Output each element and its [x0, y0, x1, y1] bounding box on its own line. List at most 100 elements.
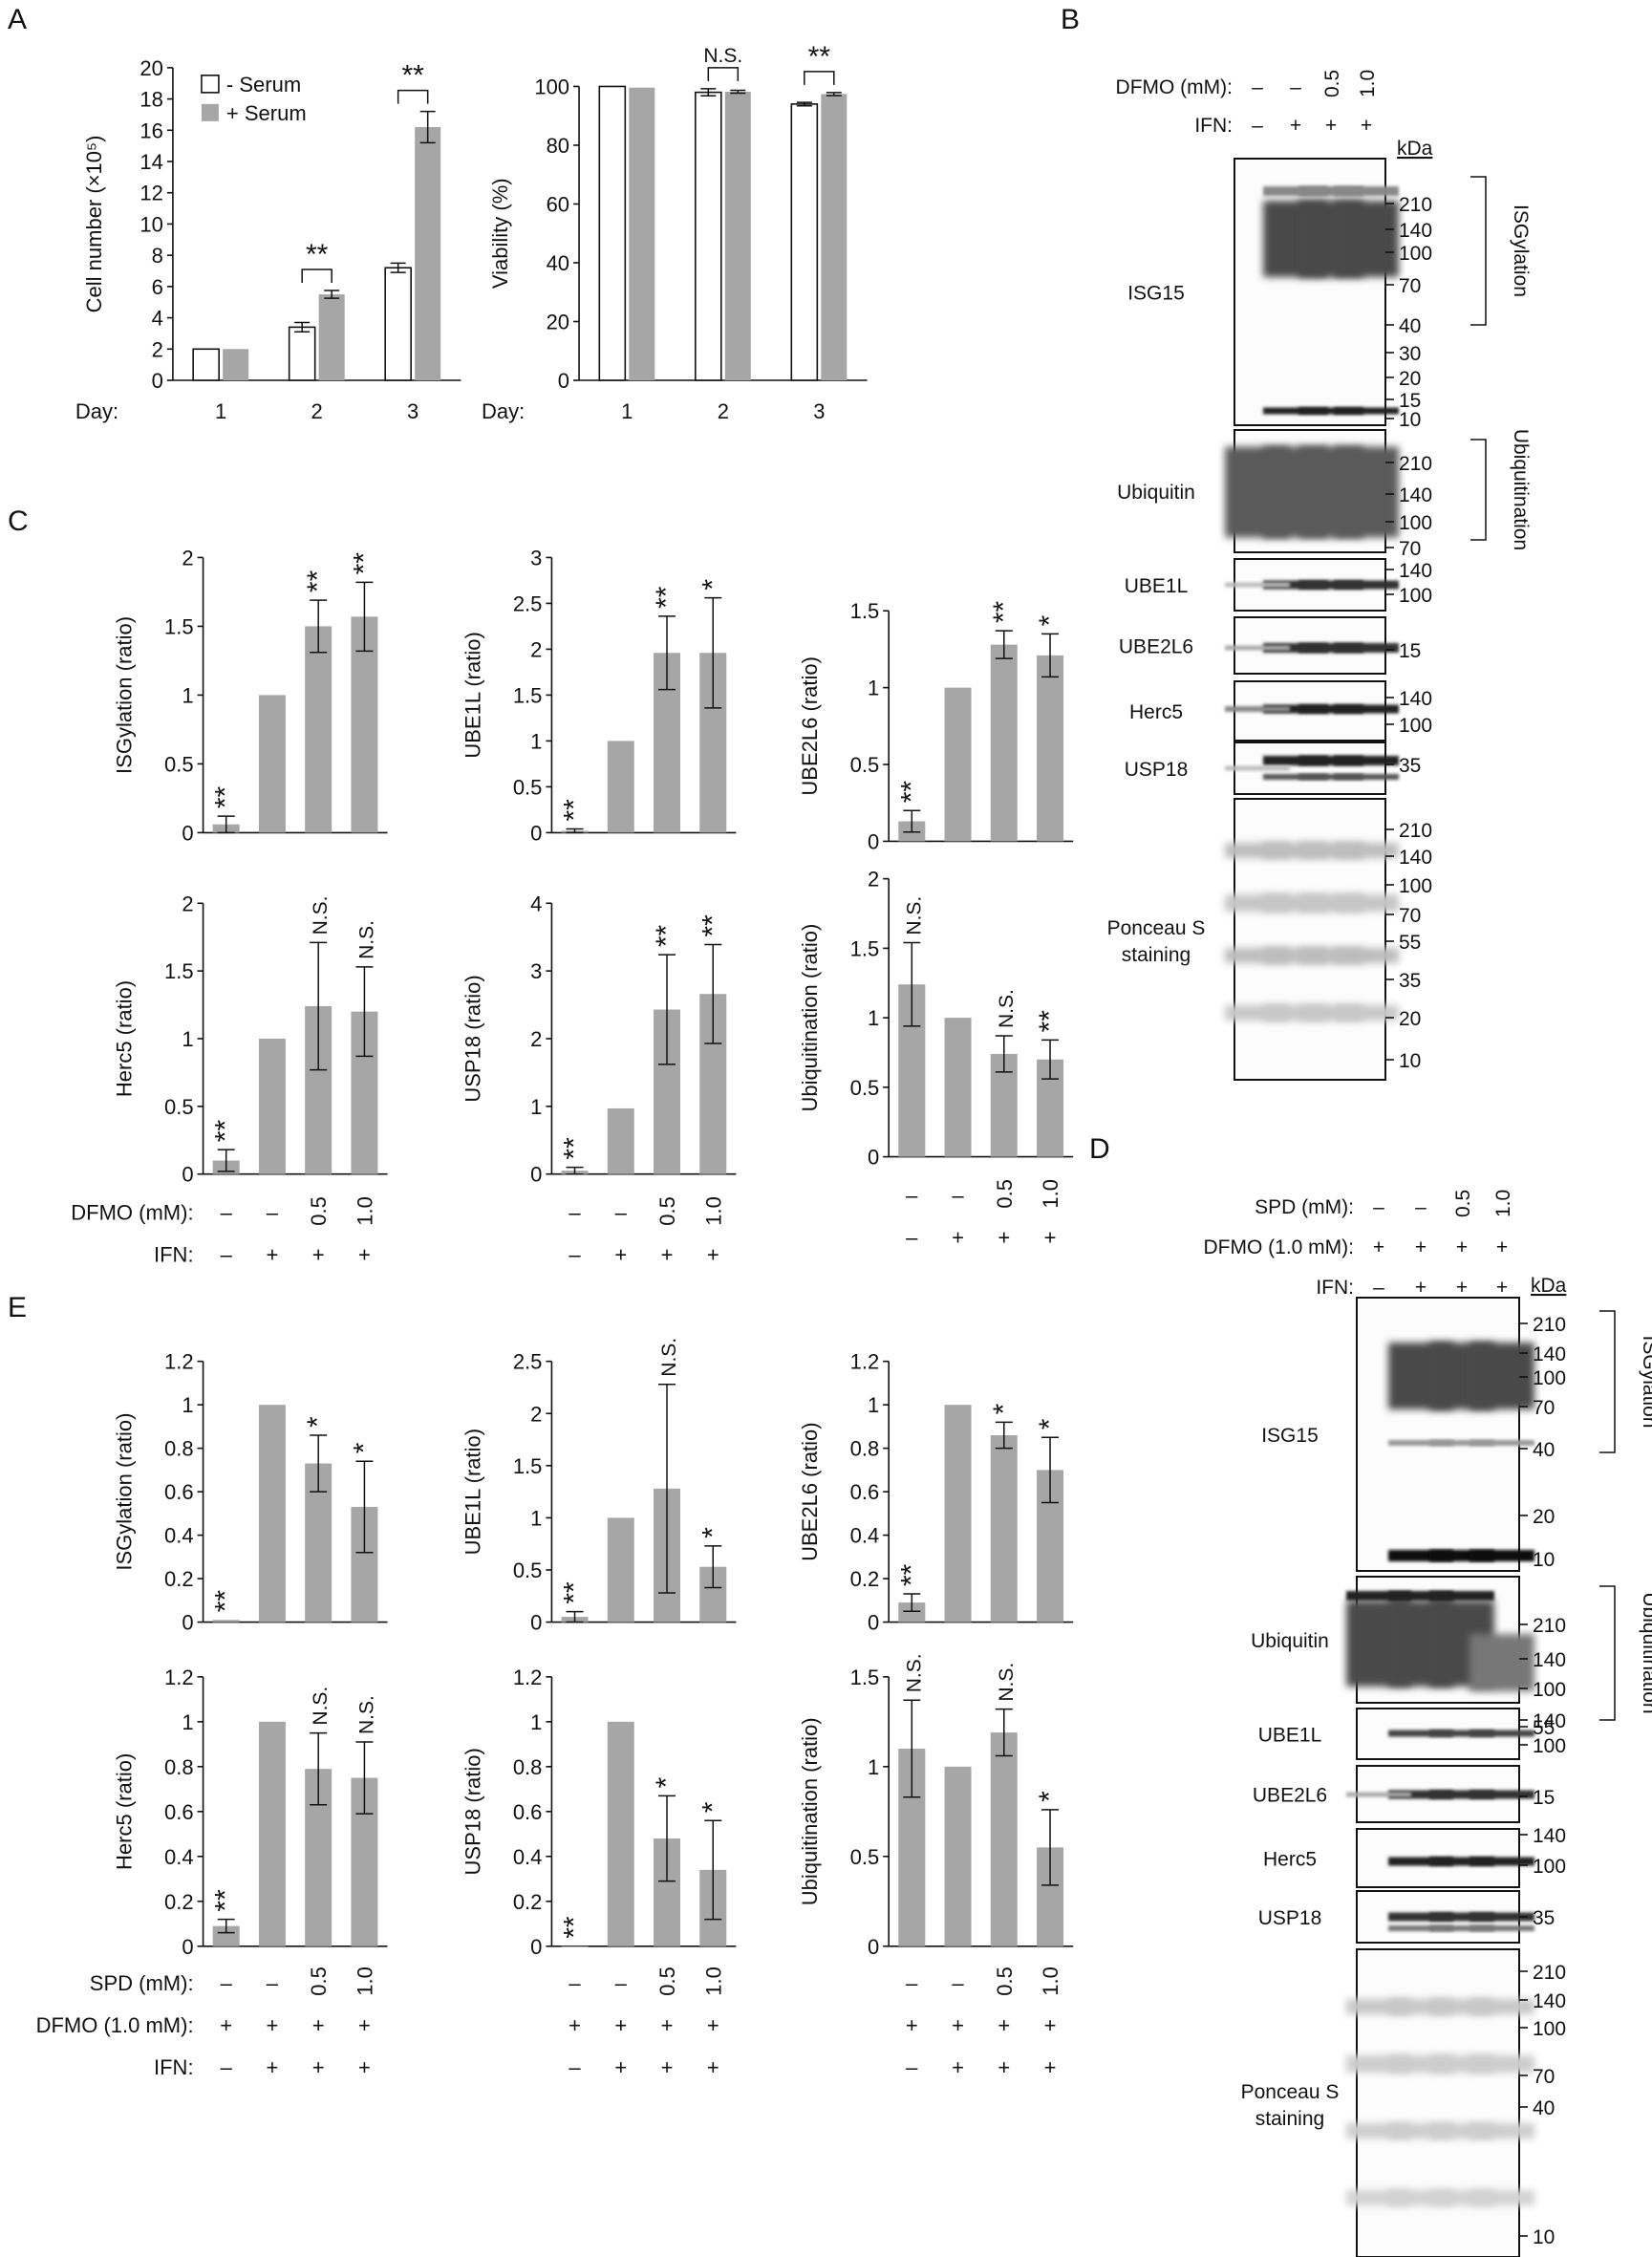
bar-plus-serum-day2 [318, 294, 345, 381]
y-tick-label: 1.2 [164, 1350, 194, 1374]
significance-label: N.S. [903, 1653, 925, 1692]
bar-plus-serum-day3 [821, 94, 847, 381]
marker-label: 100 [1399, 875, 1432, 897]
condition-value: + [707, 2055, 719, 2079]
y-tick-label: 0.5 [164, 1095, 194, 1119]
blot-strip-ube1l: UBE1L 140 100 [1125, 558, 1432, 612]
marker-label: 140 [1399, 847, 1432, 869]
marker-label: 100 [1533, 1856, 1566, 1878]
bar-minus-serum-day2 [695, 91, 722, 381]
band [1429, 1440, 1494, 1446]
blot-strip-usp18: USP18 35 [1125, 742, 1421, 795]
y-tick-label: 2.5 [513, 591, 543, 615]
error-bar [704, 596, 722, 709]
blot-header-value: + [1325, 115, 1337, 137]
significance-label: * [697, 579, 728, 591]
bar-2 [944, 1766, 972, 1946]
y-tick-label: 1 [182, 1027, 193, 1051]
y-tick-label: 0.4 [513, 1845, 543, 1869]
condition-value: – [267, 1201, 279, 1225]
blot-strip-ponceau-s: Ponceau S staining 210 140 100 70 55 35 20 10 [1107, 798, 1432, 1081]
significance-label: ** [348, 552, 379, 575]
significance-label: ** [210, 785, 242, 808]
y-tick-label: 2 [152, 337, 163, 361]
y-axis-label: Ubiquitination (ratio) [798, 924, 822, 1112]
band [1470, 1550, 1534, 1561]
marker-label: 140 [1399, 560, 1432, 582]
y-tick-label: 6 [152, 275, 163, 299]
y-tick-label: 1.5 [513, 683, 543, 707]
band [1334, 756, 1399, 765]
condition-value: + [358, 2013, 371, 2037]
y-tick-label: 2 [530, 1402, 542, 1426]
bar-4 [1037, 655, 1064, 842]
band [1334, 894, 1399, 912]
y-tick-label: 4 [530, 892, 542, 915]
significance-label: N.S. [355, 920, 377, 959]
significance-label: ** [651, 586, 682, 609]
condition-value: + [614, 1243, 627, 1267]
significance-label: ** [210, 1889, 242, 1912]
blot-strip-label: UBE2L6 [1119, 636, 1193, 658]
significance-label: * [1034, 1418, 1065, 1429]
legend-swatch [201, 103, 219, 121]
significance-label: ** [559, 799, 590, 822]
error-bar [217, 815, 235, 834]
marker-label: 55 [1533, 1717, 1555, 1739]
marker-label: 30 [1399, 343, 1421, 365]
blot-header-value: – [1252, 76, 1263, 98]
bar-1 [212, 1620, 240, 1623]
error-bar [355, 1741, 374, 1815]
error-bar [566, 1166, 584, 1175]
y-tick-label: 80 [547, 134, 569, 158]
blot-header-label: IFN: [1194, 115, 1233, 137]
x-tick-label: 2 [311, 399, 323, 423]
chart-a2: 0 20 40 60 80 100 Viability (%) 1 2 3 Day: N.S. ** [482, 41, 868, 423]
blot-strip-label: UBE2L6 [1253, 1785, 1327, 1807]
significance-label: N.S. [996, 989, 1018, 1028]
band [1470, 1857, 1534, 1866]
blot-header-value: – [1373, 1277, 1384, 1299]
significance-label: ** [559, 1916, 590, 1939]
condition-value: 1.0 [353, 1196, 376, 1226]
band [1346, 1792, 1411, 1797]
bar-2 [258, 695, 286, 833]
condition-value: + [267, 2013, 279, 2037]
marker-label: 15 [1533, 1787, 1555, 1809]
band [1334, 446, 1399, 538]
significance-label: * [302, 1416, 333, 1428]
marker-label: 10 [1399, 1050, 1421, 1072]
bar-2 [944, 687, 972, 842]
band [1388, 1591, 1453, 1601]
y-tick-label: 14 [139, 150, 162, 174]
bar-3 [990, 1434, 1018, 1623]
condition-value: + [358, 2055, 371, 2079]
bar-2 [607, 1517, 634, 1623]
error-bar [294, 321, 311, 333]
condition-value: + [998, 2013, 1010, 2037]
marker-label: 100 [1399, 715, 1432, 737]
panel-label-a: A [8, 4, 27, 35]
y-tick-label: 1.2 [164, 1666, 194, 1689]
bar-2 [258, 1721, 286, 1946]
bar-minus-serum-day3 [790, 103, 819, 381]
marker-label: 140 [1533, 1825, 1566, 1847]
bracket-line [1599, 1585, 1616, 1721]
significance-label: ** [401, 60, 424, 92]
condition-value: + [707, 2013, 719, 2037]
condition-value: – [906, 1184, 918, 1208]
y-tick-label: 0.4 [850, 1524, 880, 1548]
blot-strip-ubiquitin: Ubiquitin 210 140 100 70 [1117, 429, 1432, 560]
error-bar [1041, 1436, 1060, 1504]
bar-1 [561, 1945, 589, 1947]
y-axis-label: UBE1L (ratio) [461, 632, 484, 758]
significance-label: * [697, 1527, 728, 1538]
blot-header-value: 1.0 [1357, 70, 1379, 97]
marker-label: 35 [1399, 755, 1421, 777]
condition-label: IFN: [154, 2055, 194, 2079]
condition-value: – [906, 1226, 918, 1250]
chart-e2: 0 0.5 1 1.5 2 2.5 UBE1L (ratio) ** N.S. * [461, 1338, 737, 1635]
condition-value: – [221, 1243, 233, 1267]
